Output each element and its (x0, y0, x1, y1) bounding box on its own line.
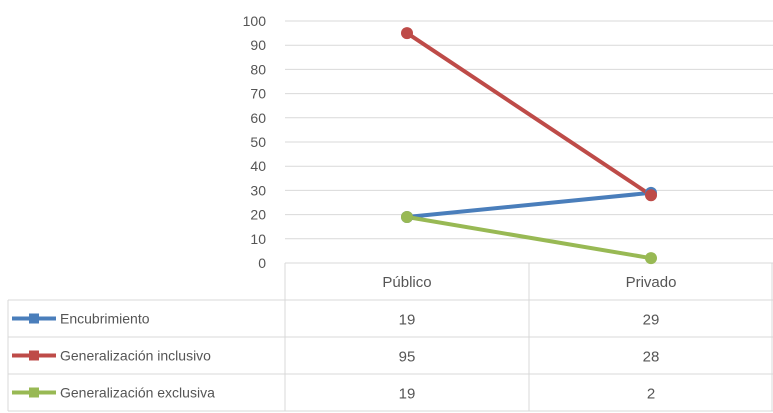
y-tick-label: 20 (250, 207, 266, 223)
y-tick-label: 10 (250, 231, 266, 247)
data-point (401, 27, 413, 40)
data-cell-value: 19 (399, 386, 416, 403)
data-cell-value: 28 (643, 349, 660, 366)
legend-key-marker (29, 350, 39, 361)
data-point (645, 189, 657, 202)
series-line (405, 215, 653, 261)
y-tick-label: 0 (258, 255, 266, 271)
data-cell-value: 95 (399, 349, 416, 366)
data-cell-value: 2 (647, 386, 655, 403)
y-tick-label: 50 (250, 134, 266, 150)
series-name: Generalización inclusivo (60, 348, 211, 364)
y-tick-label: 70 (250, 86, 266, 102)
y-tick-label: 40 (250, 158, 266, 174)
y-tick-label: 30 (250, 182, 266, 198)
legend-key-marker (29, 387, 39, 398)
category-label: Privado (626, 274, 677, 291)
data-cell-value: 29 (643, 312, 660, 329)
data-cell-value: 19 (399, 312, 416, 329)
y-tick-label: 90 (250, 37, 266, 53)
category-label: Público (382, 274, 431, 291)
series-name: Encubrimiento (60, 311, 150, 327)
legend-key-marker (29, 313, 39, 324)
data-point (645, 252, 657, 265)
y-tick-label: 80 (250, 61, 266, 77)
y-tick-label: 100 (243, 13, 267, 29)
y-tick-label: 60 (250, 110, 266, 126)
series-name: Generalización exclusiva (60, 385, 215, 401)
series-line (405, 31, 653, 198)
series-line (405, 190, 653, 220)
data-point (401, 211, 413, 224)
